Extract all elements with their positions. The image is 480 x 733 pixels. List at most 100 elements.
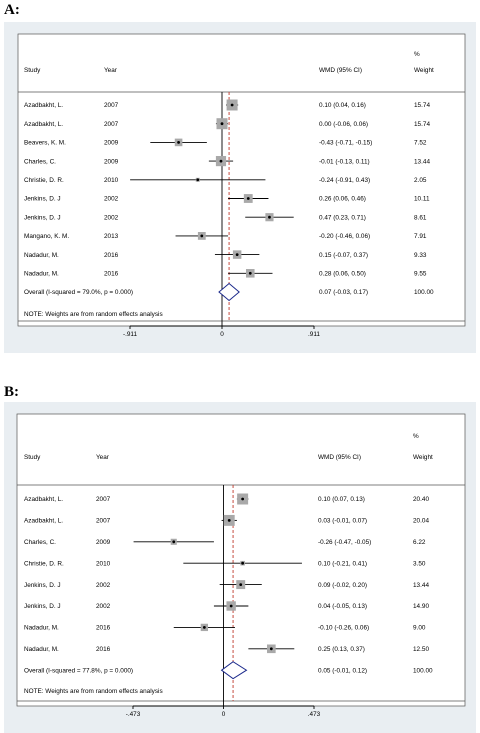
study-effect-ci: -0.20 (-0.46, 0.06) [319, 233, 370, 240]
study-name: Mangano, K. M. [24, 233, 69, 240]
point-estimate [172, 540, 176, 544]
study-name: Jenkins, D. J [24, 603, 61, 610]
header-weight: Weight [414, 67, 434, 74]
panel-b-label: B: [4, 384, 19, 400]
header-year: Year [104, 67, 118, 74]
study-weight: 9.00 [413, 625, 426, 632]
study-name: Nadadur, M. [24, 271, 59, 278]
study-year: 2002 [104, 196, 119, 203]
x-tick-label: -.473 [126, 711, 141, 718]
header-effect: WMD (95% CI) [319, 67, 362, 74]
point-estimate [241, 561, 245, 565]
x-tick-label: 0 [222, 711, 226, 718]
study-year: 2007 [96, 496, 111, 503]
point-estimate [220, 122, 224, 126]
point-estimate [219, 159, 223, 163]
study-weight: 7.91 [414, 233, 427, 240]
study-weight: 13.44 [413, 582, 429, 589]
study-year: 2016 [104, 271, 119, 278]
point-estimate [241, 497, 245, 501]
study-weight: 6.22 [413, 539, 426, 546]
study-year: 2013 [104, 233, 119, 240]
header-weight: Weight [413, 454, 433, 461]
forest-plot-b-svg: Study Year WMD (95% CI)% Weight Azadbakht, L… [16, 413, 466, 718]
study-name: Azadbakht, L. [24, 496, 63, 503]
study-name: Nadadur, M. [24, 625, 59, 632]
point-estimate [246, 197, 250, 200]
study-year: 2007 [104, 121, 119, 128]
study-effect-ci: 0.25 (0.13, 0.37) [318, 646, 365, 653]
study-name: Nadadur, M. [24, 646, 59, 653]
study-year: 2007 [96, 518, 111, 525]
overall-label: Overall (I-squared = 77.8%, p = 0.000) [24, 667, 133, 674]
weights-note: NOTE: Weights are from random effects an… [24, 311, 163, 318]
study-effect-ci: 0.10 (-0.21, 0.41) [318, 560, 367, 567]
forest-plot-b: Study Year WMD (95% CI)% Weight Azadbakht, L… [4, 402, 476, 733]
point-estimate [248, 271, 252, 275]
point-estimate [227, 519, 231, 522]
x-tick-label: .473 [308, 711, 321, 718]
study-year: 2016 [104, 252, 119, 259]
study-effect-ci: 0.09 (-0.02, 0.20) [318, 582, 367, 589]
point-estimate [239, 583, 243, 586]
study-name: Azadbakht, L. [24, 121, 63, 128]
study-effect-ci: 0.04 (-0.05, 0.13) [318, 603, 367, 610]
study-weight: 15.74 [414, 102, 430, 109]
study-year: 2016 [96, 625, 111, 632]
study-effect-ci: 0.03 (-0.01, 0.07) [318, 518, 367, 525]
header-study: Study [24, 67, 41, 74]
forest-plot-a-svg: Study Year WMD (95% CI)% Weight Azadbakht, L… [17, 33, 466, 338]
study-weight: 10.11 [414, 196, 430, 203]
point-estimate [235, 253, 239, 256]
overall-diamond [220, 661, 248, 680]
x-tick-label: .911 [308, 331, 320, 338]
study-weight: 8.61 [414, 214, 427, 221]
study-name: Jenkins, D. J [24, 582, 61, 589]
header-weight-pct: % [414, 51, 420, 58]
study-effect-ci: -0.43 (-0.71, -0.15) [319, 140, 372, 147]
overall-weight: 100.00 [414, 289, 434, 296]
study-name: Christie, D. R. [24, 177, 64, 184]
study-effect-ci: 0.10 (0.07, 0.13) [318, 496, 365, 503]
study-name: Beavers, K. M. [24, 140, 66, 147]
header-effect: WMD (95% CI) [318, 454, 361, 461]
panel-a-label: A: [4, 2, 20, 18]
point-estimate [177, 141, 180, 144]
point-estimate [229, 604, 233, 608]
study-weight: 20.40 [413, 496, 429, 503]
study-weight: 13.44 [414, 158, 430, 165]
study-year: 2010 [104, 177, 119, 184]
study-effect-ci: -0.24 (-0.91, 0.43) [319, 177, 370, 184]
point-estimate [200, 234, 204, 238]
weights-note: NOTE: Weights are from random effects an… [24, 688, 163, 695]
study-effect-ci: 0.28 (0.06, 0.50) [319, 271, 366, 278]
study-name: Azadbakht, L. [24, 518, 63, 525]
overall-weight: 100.00 [413, 667, 433, 674]
study-effect-ci: 0.15 (-0.07, 0.37) [319, 252, 368, 259]
overall-effect-ci: 0.05 (-0.01, 0.12) [318, 667, 367, 674]
point-estimate [269, 647, 273, 651]
forest-plot-a: Study Year WMD (95% CI)% Weight Azadbakht, L… [4, 22, 476, 353]
study-effect-ci: 0.00 (-0.06, 0.06) [319, 121, 368, 128]
study-name: Charles, C. [24, 539, 56, 546]
plot-frame [16, 413, 466, 707]
study-year: 2009 [104, 140, 119, 147]
study-year: 2016 [96, 646, 111, 653]
study-effect-ci: 0.26 (0.06, 0.46) [319, 196, 366, 203]
study-effect-ci: -0.10 (-0.26, 0.06) [318, 625, 369, 632]
study-weight: 3.50 [413, 560, 426, 567]
study-effect-ci: 0.47 (0.23, 0.71) [319, 214, 366, 221]
overall-diamond [218, 282, 240, 302]
study-year: 2002 [104, 214, 119, 221]
point-estimate [230, 103, 234, 107]
study-effect-ci: 0.10 (0.04, 0.16) [319, 102, 366, 109]
x-tick-label: 0 [220, 331, 224, 338]
study-weight: 2.05 [414, 177, 427, 184]
study-name: Charles, C. [24, 158, 56, 165]
header-weight-pct: % [413, 433, 419, 440]
study-year: 2010 [96, 560, 111, 567]
point-estimate [202, 626, 206, 629]
study-weight: 20.04 [413, 518, 429, 525]
study-weight: 9.33 [414, 252, 427, 259]
header-year: Year [96, 454, 110, 461]
